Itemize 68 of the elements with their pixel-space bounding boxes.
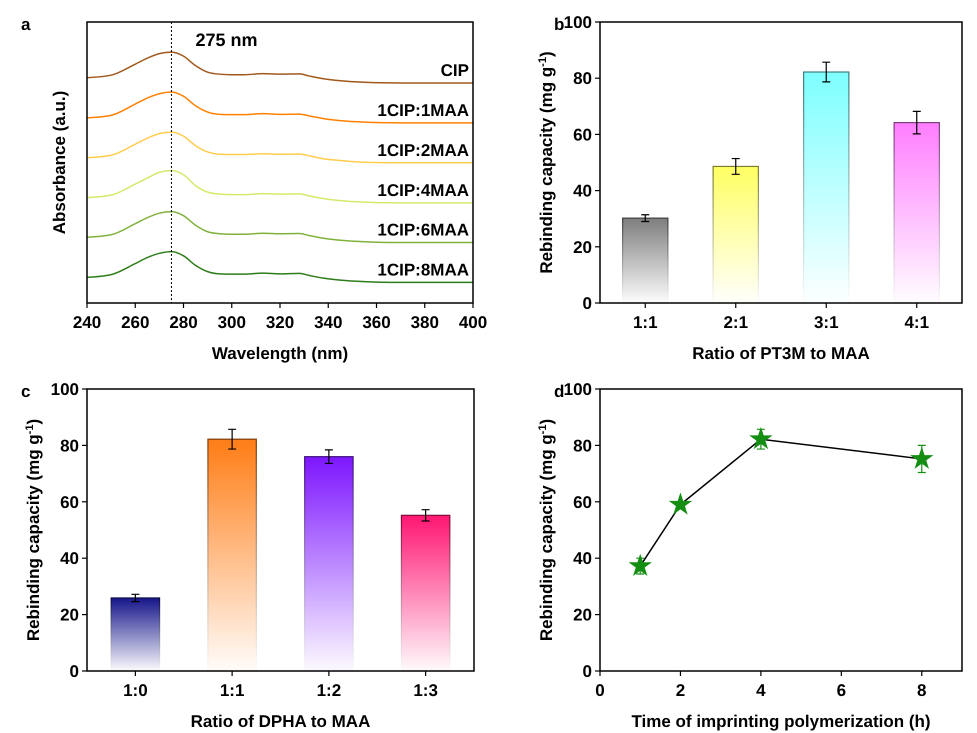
series-label: 1CIP:2MAA <box>377 140 469 160</box>
x-tick-label: 400 <box>458 313 488 332</box>
x-axis-title: Ratio of PT3M to MAA <box>692 344 870 363</box>
x-tick-label: 360 <box>362 313 391 332</box>
y-tick-label: 100 <box>564 13 592 32</box>
x-axis-title: Ratio of DPHA to MAA <box>190 712 370 731</box>
y-tick-label: 60 <box>60 492 79 512</box>
series-label: CIP <box>440 60 469 80</box>
y-tick-label: 100 <box>50 380 79 399</box>
x-tick-label: 4 <box>756 681 766 700</box>
y-tick-label: 0 <box>582 662 592 681</box>
x-tick-label: 1:3 <box>413 681 438 700</box>
x-tick-label: 340 <box>314 313 342 332</box>
bar <box>207 438 257 672</box>
bar <box>712 166 759 304</box>
text: d <box>554 382 564 401</box>
x-tick-label: 300 <box>218 313 246 332</box>
point <box>628 554 652 576</box>
x-tick-label: 6 <box>836 681 846 700</box>
point <box>668 492 692 515</box>
point <box>749 426 773 450</box>
y-tick-label: 80 <box>60 436 79 456</box>
bar <box>622 218 668 304</box>
bar <box>400 514 450 672</box>
y-tick-label: 80 <box>573 69 592 88</box>
x-tick-label: 1:1 <box>220 681 244 700</box>
x-tick-label: 2:1 <box>723 313 748 332</box>
y-tick-label: 80 <box>573 436 592 456</box>
series-label: 1CIP:6MAA <box>377 220 469 240</box>
series-label: 1CIP:1MAA <box>377 100 469 120</box>
y-tick-label: 20 <box>60 606 79 625</box>
x-tick-label: 1:0 <box>123 681 148 700</box>
y-tick-label: 100 <box>564 380 592 399</box>
text: a <box>21 15 31 34</box>
bar <box>803 71 850 304</box>
ref-line-label: 275 nm <box>195 30 258 50</box>
x-tick-label: 320 <box>266 313 294 332</box>
y-tick-label: 40 <box>573 182 592 201</box>
x-axis-title: Wavelength (nm) <box>212 344 348 363</box>
y-tick-label: 20 <box>573 238 592 257</box>
x-tick-label: 1:2 <box>316 681 342 700</box>
x-tick-label: 3:1 <box>814 313 839 332</box>
y-axis-title: Absorbance (a.u.) <box>50 90 69 234</box>
x-tick-label: 280 <box>169 313 198 332</box>
y-tick-label: 40 <box>573 549 592 568</box>
x-axis-title: Time of imprinting polymerization (h) <box>631 712 931 731</box>
x-tick-label: 240 <box>72 313 102 332</box>
y-tick-label: 20 <box>573 606 592 625</box>
bar <box>894 122 940 304</box>
x-tick-label: 260 <box>121 313 150 332</box>
x-tick-label: 380 <box>410 313 439 332</box>
y-tick-label: 60 <box>573 125 592 144</box>
bar <box>110 597 160 672</box>
y-tick-label: 60 <box>573 492 592 512</box>
series-label: 1CIP:8MAA <box>377 260 469 280</box>
text: c <box>21 382 30 401</box>
x-tick-label: 1:1 <box>632 313 658 332</box>
y-tick-label: 0 <box>582 294 592 313</box>
text: b <box>554 15 564 34</box>
y-tick-label: 0 <box>70 662 79 681</box>
point <box>910 446 934 469</box>
bar <box>304 456 354 672</box>
x-tick-label: 0 <box>595 681 605 700</box>
series-label: 1CIP:4MAA <box>377 180 469 200</box>
y-tick-label: 40 <box>60 549 79 568</box>
x-tick-label: 2 <box>676 681 686 700</box>
x-tick-label: 8 <box>917 681 927 700</box>
x-tick-label: 4:1 <box>904 313 930 332</box>
